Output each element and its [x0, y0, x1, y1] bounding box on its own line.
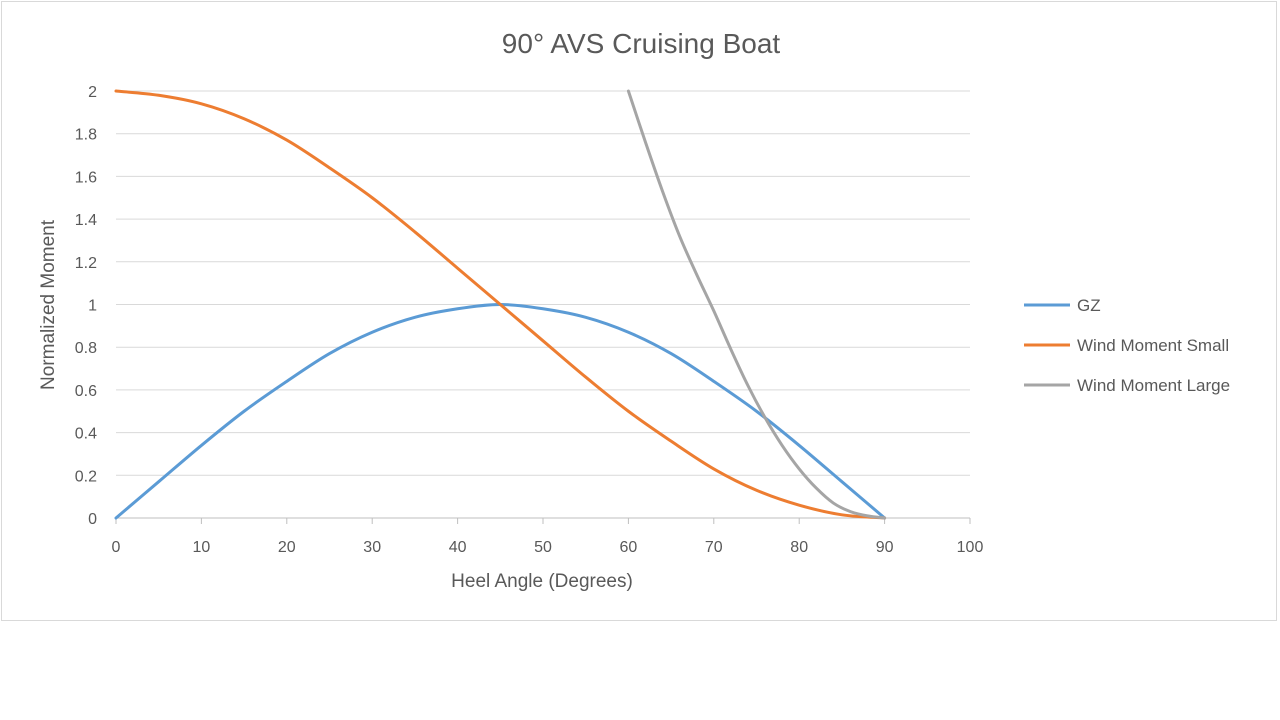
y-tick-label: 0.4 [75, 426, 97, 443]
y-tick-labels: 0 0.2 0.4 0.6 0.8 1 1.2 1.4 1.6 1.8 2 [75, 84, 97, 528]
x-tick-label: 20 [278, 539, 296, 556]
x-tick-label: 60 [620, 539, 638, 556]
x-tick-label: 10 [193, 539, 211, 556]
series-line-wind-moment-large [626, 89, 887, 520]
y-axis-title: Normalized Moment [38, 219, 59, 390]
x-tick-label: 90 [876, 539, 894, 556]
y-tick-label: 0.2 [75, 468, 97, 485]
y-tick-label: 1.4 [75, 212, 97, 229]
grid-layer [116, 90, 970, 519]
x-tick-label: 50 [534, 539, 552, 556]
x-tick-label: 70 [705, 539, 723, 556]
y-tick-label: 1.2 [75, 255, 97, 272]
x-axis-title: Heel Angle (Degrees) [451, 571, 633, 592]
y-tick-label: 0 [88, 511, 97, 528]
y-tick-label: 1 [88, 298, 97, 315]
x-tick-labels: 0 10 20 30 40 50 60 70 80 90 100 [112, 518, 984, 556]
x-tick-label: 40 [449, 539, 467, 556]
chart-title: 90° AVS Cruising Boat [502, 28, 781, 59]
series-line-wind-moment-small [114, 89, 887, 520]
legend-label-gz: GZ [1077, 296, 1101, 315]
chart-svg: 90° AVS Cruising Boat 0 0.2 0.4 0.6 0.8 1 1.2 1… [38, 28, 1230, 592]
y-tick-label: 0.8 [75, 340, 97, 357]
y-tick-label: 1.8 [75, 127, 97, 144]
x-tick-label: 0 [112, 539, 121, 556]
legend-label-wind-moment-large: Wind Moment Large [1077, 376, 1230, 395]
x-tick-label: 80 [790, 539, 808, 556]
chart-frame: 90° AVS Cruising Boat 0 0.2 0.4 0.6 0.8 1 1.2 1… [1, 1, 1277, 621]
legend: GZ Wind Moment Small Wind Moment Large [1024, 296, 1230, 395]
x-tick-label: 100 [957, 539, 984, 556]
x-tick-label: 30 [363, 539, 381, 556]
y-tick-label: 2 [88, 84, 97, 101]
y-tick-label: 0.6 [75, 383, 97, 400]
y-tick-label: 1.6 [75, 169, 97, 186]
legend-label-wind-moment-small: Wind Moment Small [1077, 336, 1229, 355]
series-layer [114, 89, 887, 520]
series-line-gz [114, 303, 887, 520]
